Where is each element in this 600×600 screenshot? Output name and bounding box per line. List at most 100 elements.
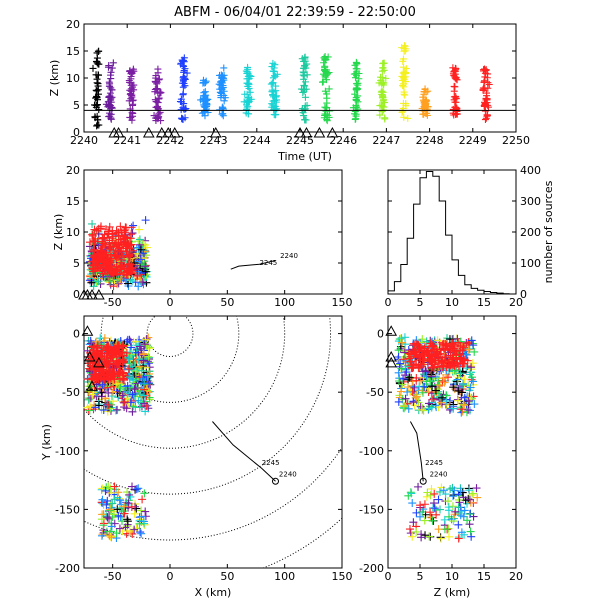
source-point [99,406,108,415]
source-point [201,96,209,104]
source-point [96,334,105,343]
source-point [92,250,101,259]
source-point [380,66,388,74]
source-point [421,531,430,540]
source-point [139,349,148,358]
source-point [435,487,444,496]
source-point [91,113,99,121]
source-point [439,374,448,383]
source-point [433,336,442,345]
source-point [128,276,137,285]
source-point [123,234,132,243]
source-point [152,74,160,82]
source-point [482,96,490,104]
source-point [134,355,143,364]
source-point [104,359,113,368]
station-triangle [313,126,326,138]
source-point [106,80,114,88]
source-point [245,75,253,83]
source-point [458,346,467,355]
source-point [154,113,162,121]
source-point [94,277,103,286]
source-point [138,495,147,504]
x-tick-label: 0 [167,570,174,583]
source-point [421,350,430,359]
source-point [108,349,117,358]
station-triangle [83,350,96,362]
source-point [399,355,408,364]
source-point [141,262,150,271]
source-point [436,505,445,514]
source-point [244,63,252,71]
station-triangle [385,350,398,362]
source-point [123,270,132,279]
source-point [242,106,250,114]
source-point [217,78,225,86]
source-point [133,265,142,274]
source-point [101,486,110,495]
source-point [456,341,465,350]
y-tick-label: -200 [55,562,80,575]
source-point [115,524,124,533]
source-point [440,355,449,364]
source-point [245,94,253,102]
source-point [401,394,410,403]
source-point [460,401,469,410]
source-point [121,223,130,232]
source-point [120,376,129,385]
source-point [85,402,94,411]
source-point [180,79,188,87]
source-point [107,533,116,542]
source-point [126,67,134,75]
source-point [469,341,478,350]
source-point [404,404,413,413]
source-point [105,113,113,121]
source-point [120,398,129,407]
source-point [439,344,448,353]
source-point [130,525,139,534]
station-triangle [385,325,398,336]
source-point [417,405,426,414]
source-point [99,233,108,242]
x-tick-label: 20 [509,296,523,309]
source-point [143,386,152,395]
source-point [143,371,152,380]
source-point [95,60,103,68]
source-point [401,91,409,99]
source-point [396,387,405,396]
x-tick-label: 150 [332,570,353,583]
source-point [112,238,121,247]
y-tick-label: 10 [66,72,80,85]
source-point [454,520,463,529]
x-tick-label: 15 [477,296,491,309]
source-point [470,347,479,356]
source-point [420,516,429,525]
source-point [112,379,121,388]
source-point [429,499,438,508]
source-point [454,373,463,382]
source-point [125,490,134,499]
source-point [401,402,410,411]
source-point [394,397,403,406]
source-point [134,484,143,493]
source-point [110,482,119,491]
source-point [85,367,94,376]
source-point [128,229,137,238]
source-point [141,407,150,416]
source-point [126,264,135,273]
station-triangle [385,356,398,368]
source-point [151,96,159,104]
y-tick-label: -50 [366,386,384,399]
y-axis-label: Z (km) [48,60,61,97]
source-point [86,394,95,403]
storm-end-marker [271,477,279,485]
source-point [377,88,385,96]
source-point [394,346,403,355]
source-point [221,94,229,102]
track-label: 2245 [262,459,280,467]
source-point [267,80,275,88]
source-point [145,369,154,378]
source-point [482,66,490,74]
y-tick-label: 0 [73,328,80,341]
station-triangle [86,380,98,391]
